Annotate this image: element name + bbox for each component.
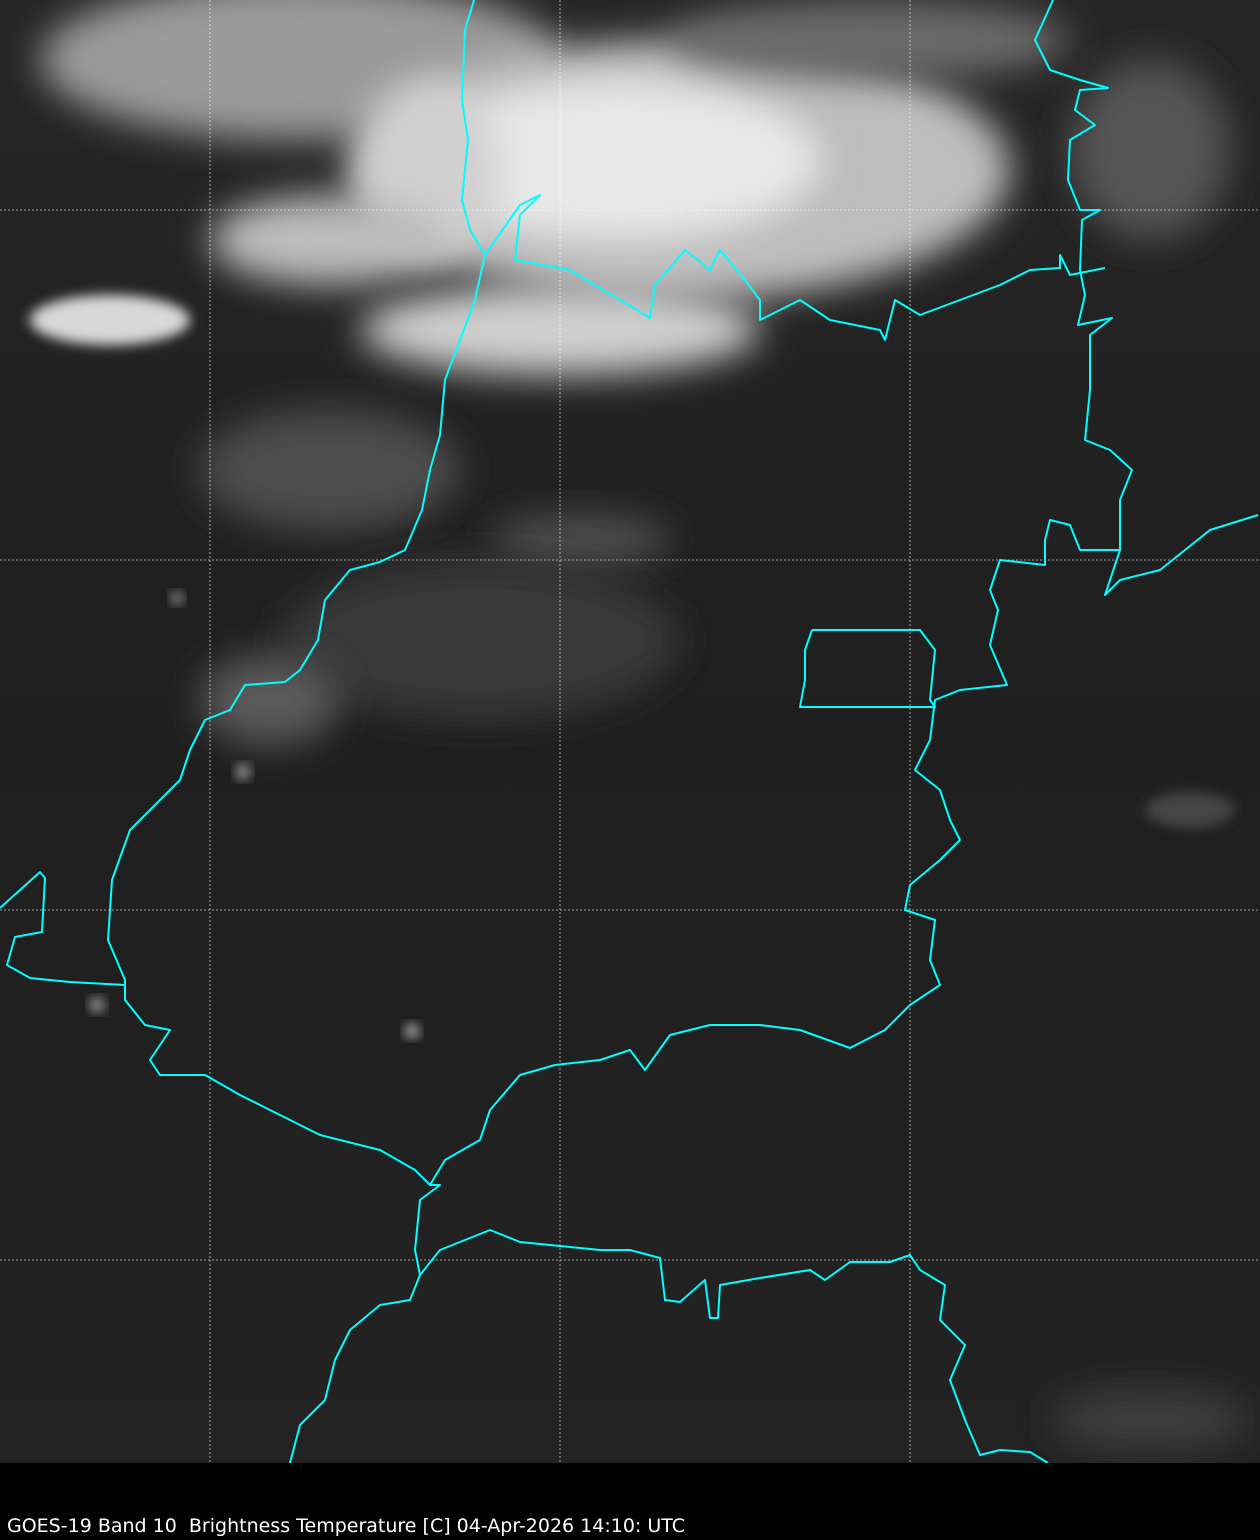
lat-lon-grid (0, 0, 1260, 1463)
border-line (799, 629, 936, 708)
border-line (0, 871, 126, 986)
border-line (1034, 0, 1259, 596)
cloud-layer (30, 0, 1250, 1450)
border-line (484, 194, 1106, 341)
border-line (107, 0, 486, 1463)
border-line (429, 519, 1120, 1186)
political-borders (0, 0, 1259, 1463)
image-caption: GOES-19 Band 10 Brightness Temperature [… (7, 1515, 686, 1537)
border-line (419, 1229, 1049, 1463)
satellite-image (0, 0, 1260, 1463)
